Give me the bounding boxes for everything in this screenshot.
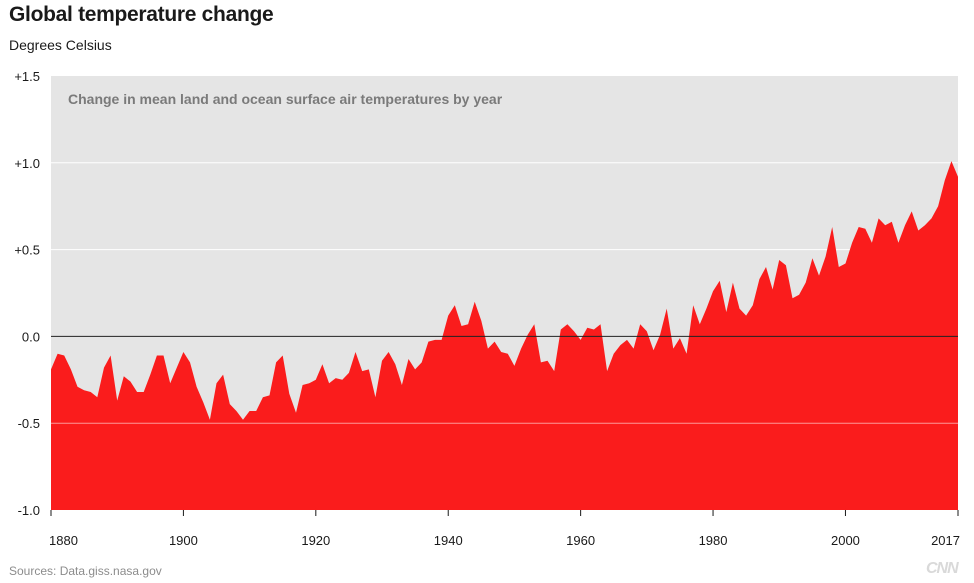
- chart-annotation: Change in mean land and ocean surface ai…: [68, 91, 503, 107]
- x-tick-label: 2000: [831, 533, 860, 548]
- x-tick-label: 1900: [169, 533, 198, 548]
- source-note: Sources: Data.giss.nasa.gov: [9, 564, 162, 578]
- y-tick-label: 0.0: [22, 329, 40, 344]
- y-tick-label: -1.0: [18, 503, 40, 518]
- y-tick-label: +0.5: [14, 243, 40, 258]
- x-tick-label: 1980: [699, 533, 728, 548]
- x-tick-label: 2017: [931, 533, 960, 548]
- chart-title: Global temperature change: [9, 3, 274, 26]
- chart-subtitle: Degrees Celsius: [9, 37, 112, 53]
- y-tick-label: +1.5: [14, 69, 40, 84]
- y-axis-ticks: +1.5 +1.0 +0.5 0.0 -0.5 -1.0: [14, 69, 40, 518]
- x-tick-label: 1960: [566, 533, 595, 548]
- x-tick-label: 1940: [434, 533, 463, 548]
- x-tick-label: 1920: [301, 533, 330, 548]
- x-axis-ticks: 1880 1900 1920 1940 1960 1980 2000 2017: [49, 510, 960, 548]
- cnn-logo: CNN: [926, 560, 959, 577]
- y-tick-label: +1.0: [14, 156, 40, 171]
- y-tick-label: -0.5: [18, 416, 40, 431]
- x-tick-label: 1880: [49, 533, 78, 548]
